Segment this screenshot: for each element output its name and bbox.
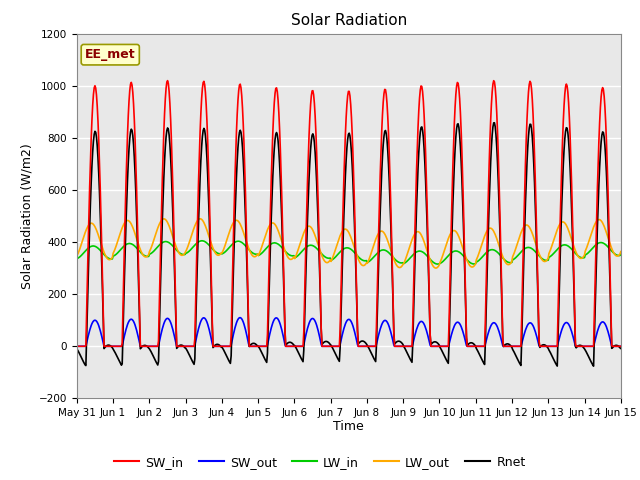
- Title: Solar Radiation: Solar Radiation: [291, 13, 407, 28]
- X-axis label: Time: Time: [333, 420, 364, 432]
- Legend: SW_in, SW_out, LW_in, LW_out, Rnet: SW_in, SW_out, LW_in, LW_out, Rnet: [109, 451, 531, 474]
- Text: EE_met: EE_met: [85, 48, 136, 61]
- Y-axis label: Solar Radiation (W/m2): Solar Radiation (W/m2): [20, 143, 33, 289]
